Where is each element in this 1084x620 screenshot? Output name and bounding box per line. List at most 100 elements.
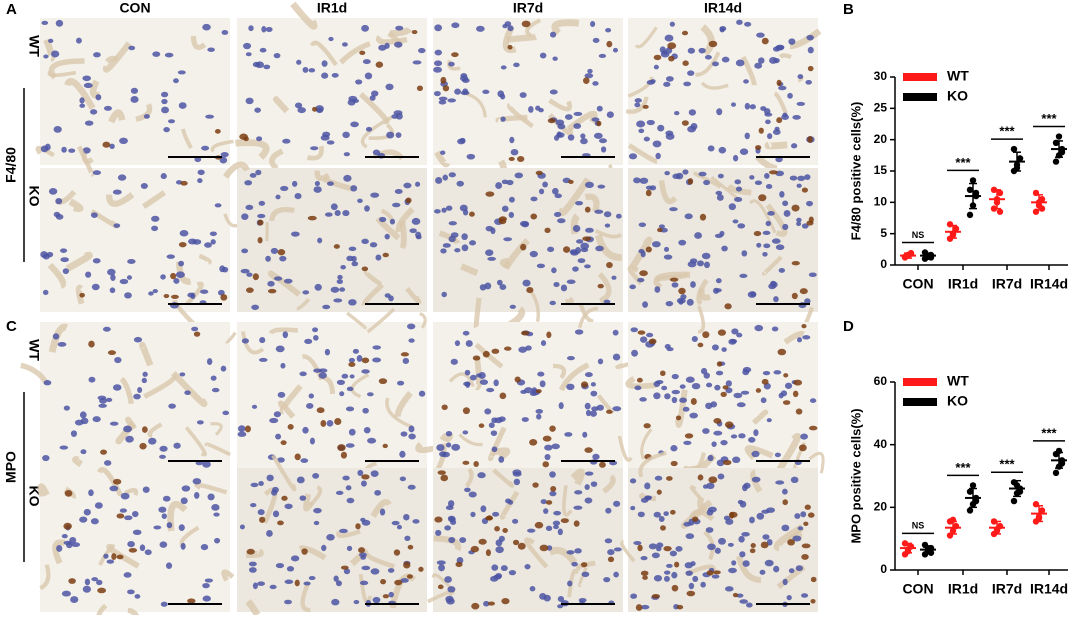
legend-label: KO bbox=[947, 393, 968, 409]
nucleus bbox=[344, 152, 350, 156]
nucleus bbox=[271, 248, 278, 254]
nucleus bbox=[434, 60, 442, 66]
nucleus bbox=[127, 541, 135, 547]
nucleus bbox=[249, 567, 257, 573]
nucleus bbox=[124, 572, 132, 578]
nucleus bbox=[605, 508, 611, 514]
nucleus bbox=[789, 568, 795, 573]
nucleus bbox=[731, 434, 737, 438]
nucleus bbox=[343, 175, 351, 182]
nucleus bbox=[327, 420, 334, 427]
nucleus bbox=[321, 135, 330, 141]
nucleus bbox=[685, 213, 693, 219]
nucleus bbox=[418, 48, 426, 53]
nucleus bbox=[712, 61, 719, 66]
stained-cell bbox=[362, 358, 369, 364]
stained-cell bbox=[793, 391, 799, 397]
nucleus bbox=[502, 180, 509, 185]
stained-cell bbox=[750, 548, 756, 553]
nucleus bbox=[718, 538, 726, 545]
x-tick-label: IR1d bbox=[948, 581, 978, 597]
nucleus bbox=[371, 568, 380, 574]
nucleus bbox=[310, 146, 318, 150]
nucleus bbox=[259, 358, 268, 362]
stained-cell bbox=[807, 136, 813, 143]
nucleus bbox=[434, 209, 441, 213]
nucleus bbox=[810, 398, 816, 403]
nucleus bbox=[269, 418, 278, 423]
stained-cell bbox=[550, 486, 556, 492]
nucleus bbox=[346, 407, 354, 412]
nucleus bbox=[274, 411, 281, 417]
nucleus bbox=[546, 526, 552, 531]
nucleus bbox=[561, 285, 567, 292]
nucleus bbox=[70, 596, 78, 603]
nucleus bbox=[539, 189, 544, 195]
nucleus bbox=[372, 358, 381, 363]
nucleus bbox=[716, 278, 722, 283]
nucleus bbox=[754, 325, 763, 331]
stained-cell bbox=[598, 284, 604, 289]
nucleus bbox=[179, 372, 185, 376]
nucleus bbox=[436, 444, 444, 451]
nucleus bbox=[773, 566, 779, 573]
nucleus bbox=[734, 179, 741, 184]
stained-cell bbox=[546, 500, 552, 505]
stained-cell bbox=[281, 440, 287, 445]
nucleus bbox=[708, 145, 715, 151]
nucleus bbox=[480, 505, 486, 512]
nucleus bbox=[721, 347, 726, 352]
nucleus bbox=[495, 182, 502, 189]
nucleus bbox=[650, 79, 655, 83]
nucleus bbox=[455, 340, 460, 346]
nucleus bbox=[451, 22, 459, 28]
stained-cell bbox=[486, 515, 492, 520]
nucleus bbox=[321, 545, 326, 551]
nucleus bbox=[248, 25, 253, 31]
nucleus bbox=[205, 578, 213, 582]
nucleus bbox=[250, 503, 256, 507]
stained-cell bbox=[639, 270, 648, 276]
nucleus bbox=[739, 551, 745, 557]
nucleus bbox=[756, 243, 761, 248]
nucleus bbox=[275, 195, 280, 200]
nucleus bbox=[549, 491, 556, 496]
stained-cell bbox=[348, 362, 355, 367]
stained-cell bbox=[488, 602, 495, 606]
nucleus bbox=[244, 180, 252, 185]
nucleus bbox=[796, 565, 803, 571]
nucleus bbox=[501, 65, 507, 69]
nucleus bbox=[120, 279, 129, 284]
nucleus bbox=[544, 445, 552, 451]
data-point bbox=[997, 190, 1003, 196]
stained-cell bbox=[526, 287, 533, 293]
stained-cell bbox=[139, 443, 146, 450]
nucleus bbox=[173, 443, 180, 449]
nucleus bbox=[322, 60, 328, 67]
nucleus bbox=[251, 483, 259, 487]
nucleus bbox=[103, 554, 108, 559]
nucleus bbox=[752, 477, 761, 483]
stained-cell bbox=[440, 475, 448, 482]
nucleus bbox=[53, 333, 59, 339]
nucleus bbox=[513, 472, 522, 477]
nucleus bbox=[585, 372, 593, 377]
nucleus bbox=[304, 339, 312, 344]
nucleus bbox=[360, 581, 368, 585]
nucleus bbox=[509, 570, 516, 575]
stained-cell bbox=[568, 180, 573, 184]
nucleus bbox=[477, 472, 485, 478]
stained-cell bbox=[646, 247, 652, 253]
stained-cell bbox=[585, 207, 591, 213]
nucleus bbox=[749, 517, 755, 524]
nucleus bbox=[462, 430, 468, 434]
nucleus bbox=[764, 173, 770, 179]
nucleus bbox=[674, 111, 679, 115]
nucleus bbox=[197, 420, 204, 424]
y-tick-label: 20 bbox=[874, 500, 888, 514]
stained-cell bbox=[180, 181, 187, 186]
stained-cell bbox=[755, 145, 761, 150]
nucleus bbox=[300, 495, 307, 500]
nucleus bbox=[763, 231, 771, 235]
nucleus bbox=[743, 79, 749, 83]
